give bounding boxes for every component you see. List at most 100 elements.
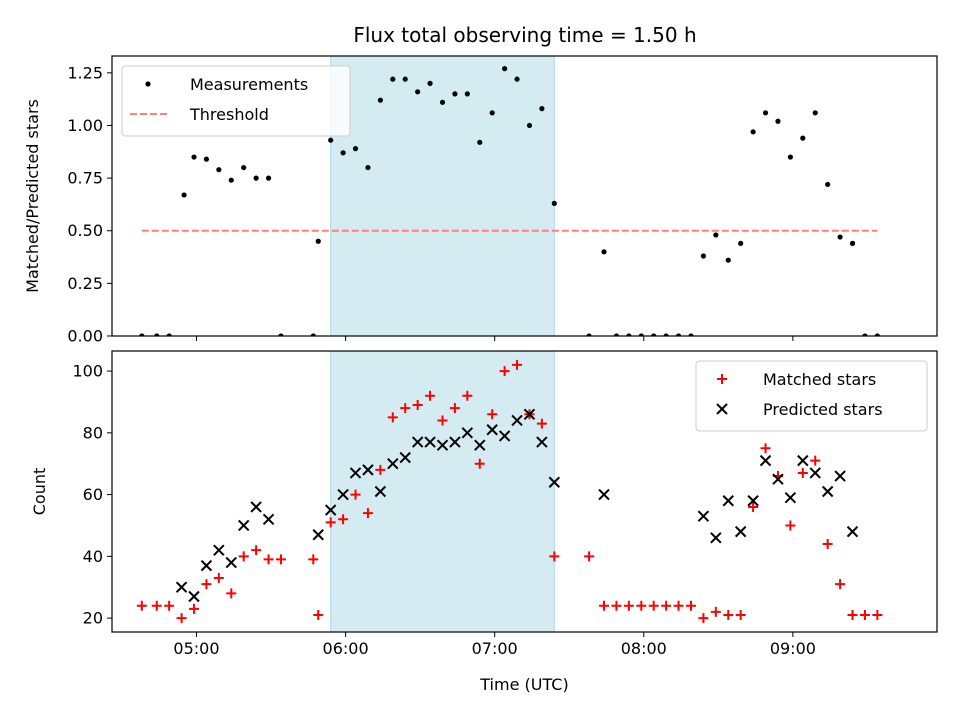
matched-star-point bbox=[308, 554, 319, 565]
measurement-point bbox=[638, 333, 644, 336]
predicted-star-point bbox=[399, 451, 411, 464]
measurement-point bbox=[216, 167, 222, 173]
matched-star-point bbox=[698, 613, 709, 624]
measurement-point bbox=[241, 164, 247, 171]
matched-star-point bbox=[810, 455, 821, 466]
measurement-point bbox=[477, 139, 483, 145]
measurement-point bbox=[800, 135, 806, 141]
top-legend-box bbox=[121, 65, 351, 137]
measurement-point bbox=[402, 76, 408, 82]
matched-star-point bbox=[462, 390, 473, 401]
matched-star-point bbox=[412, 400, 423, 411]
bottom-y-tick-label: 20 bbox=[83, 609, 103, 628]
matched-star-point bbox=[400, 403, 411, 414]
measurement-point bbox=[825, 181, 831, 188]
legend-entry-label: Matched stars bbox=[763, 370, 876, 389]
measurement-point bbox=[539, 106, 545, 112]
measurement-point bbox=[837, 234, 843, 240]
bottom-plot-area bbox=[136, 351, 883, 632]
matched-star-point bbox=[387, 412, 398, 423]
bottom-y-tick-label: 100 bbox=[72, 362, 103, 381]
measurement-point bbox=[663, 333, 669, 336]
top-y-tick-label: 0.00 bbox=[67, 327, 103, 346]
matched-star-point bbox=[176, 613, 187, 624]
matched-star-point bbox=[238, 551, 249, 562]
measurement-point bbox=[464, 91, 470, 97]
measurement-point bbox=[738, 240, 744, 246]
predicted-star-point bbox=[523, 408, 536, 421]
measurement-point bbox=[139, 333, 145, 336]
bottom-series-predicted-stars bbox=[175, 408, 859, 603]
top-panel: 0.00 0.25 0.50 0.75 1.00 1.25 Matched/Predicte… bbox=[23, 55, 938, 346]
predicted-star-point bbox=[362, 464, 374, 476]
measurement-point bbox=[352, 146, 359, 152]
matched-star-point bbox=[499, 366, 510, 377]
predicted-star-point bbox=[486, 424, 498, 436]
legend-measurements-marker bbox=[145, 81, 151, 87]
matched-star-point bbox=[325, 517, 336, 528]
measurement-point bbox=[750, 129, 756, 135]
predicted-star-point bbox=[175, 581, 188, 593]
predicted-star-point bbox=[784, 491, 797, 504]
matched-star-point bbox=[847, 610, 858, 621]
measurement-point bbox=[626, 333, 632, 336]
predicted-star-point bbox=[697, 510, 710, 522]
measurement-point bbox=[253, 175, 259, 181]
measurement-point bbox=[849, 240, 856, 246]
measurement-point bbox=[415, 89, 421, 95]
matched-star-point bbox=[599, 600, 610, 611]
predicted-star-point bbox=[809, 467, 821, 479]
predicted-star-point bbox=[324, 504, 337, 516]
predicted-star-point bbox=[312, 529, 324, 541]
matched-star-point bbox=[760, 443, 771, 454]
bottom-y-tick-label: 40 bbox=[83, 547, 103, 566]
matched-star-point bbox=[313, 610, 324, 621]
bottom-legend: Matched stars Predicted stars bbox=[695, 360, 928, 432]
measurement-point bbox=[700, 253, 707, 259]
measurement-point bbox=[526, 122, 533, 129]
bottom-axes-frame bbox=[111, 350, 938, 633]
legend-entry-label: Threshold bbox=[189, 105, 269, 124]
matched-star-point bbox=[673, 600, 684, 611]
matched-star-point bbox=[151, 600, 162, 611]
measurement-point bbox=[377, 97, 383, 103]
predicted-star-point bbox=[734, 525, 747, 538]
predicted-star-point bbox=[747, 495, 759, 507]
predicted-star-point bbox=[498, 430, 511, 442]
measurement-point bbox=[613, 333, 620, 336]
measurement-point bbox=[328, 137, 334, 143]
matched-star-point bbox=[822, 538, 833, 549]
measurement-point bbox=[502, 66, 508, 72]
matched-star-point bbox=[189, 603, 200, 614]
predicted-star-point bbox=[759, 454, 772, 467]
matched-star-point bbox=[375, 464, 386, 475]
measurement-point bbox=[862, 333, 868, 336]
matched-star-point bbox=[362, 508, 373, 519]
predicted-star-point bbox=[834, 470, 846, 482]
measurement-point bbox=[514, 76, 520, 82]
measurement-point bbox=[310, 333, 316, 336]
matched-star-point bbox=[425, 390, 436, 401]
measurement-point bbox=[812, 110, 818, 116]
matched-star-point bbox=[449, 403, 460, 414]
x-tick-label: 08:00 bbox=[621, 639, 667, 658]
matched-star-point bbox=[584, 551, 595, 562]
measurement-point bbox=[315, 238, 321, 244]
measurement-point bbox=[489, 110, 495, 116]
matched-star-point bbox=[648, 600, 659, 611]
predicted-star-point bbox=[225, 556, 237, 569]
top-y-axis-label: Matched/Predicted stars bbox=[23, 99, 42, 293]
predicted-star-point bbox=[349, 467, 362, 479]
matched-star-point bbox=[661, 600, 672, 611]
measurement-point bbox=[725, 257, 731, 263]
matched-star-point bbox=[623, 600, 634, 611]
measurement-point bbox=[390, 76, 396, 82]
predicted-star-point bbox=[213, 544, 225, 556]
measurement-point bbox=[713, 232, 719, 238]
measurement-point bbox=[340, 150, 346, 156]
predicted-star-point bbox=[598, 488, 610, 501]
matched-star-point bbox=[251, 545, 262, 556]
x-tick-label: 06:00 bbox=[323, 639, 369, 658]
predicted-star-point bbox=[710, 532, 722, 544]
